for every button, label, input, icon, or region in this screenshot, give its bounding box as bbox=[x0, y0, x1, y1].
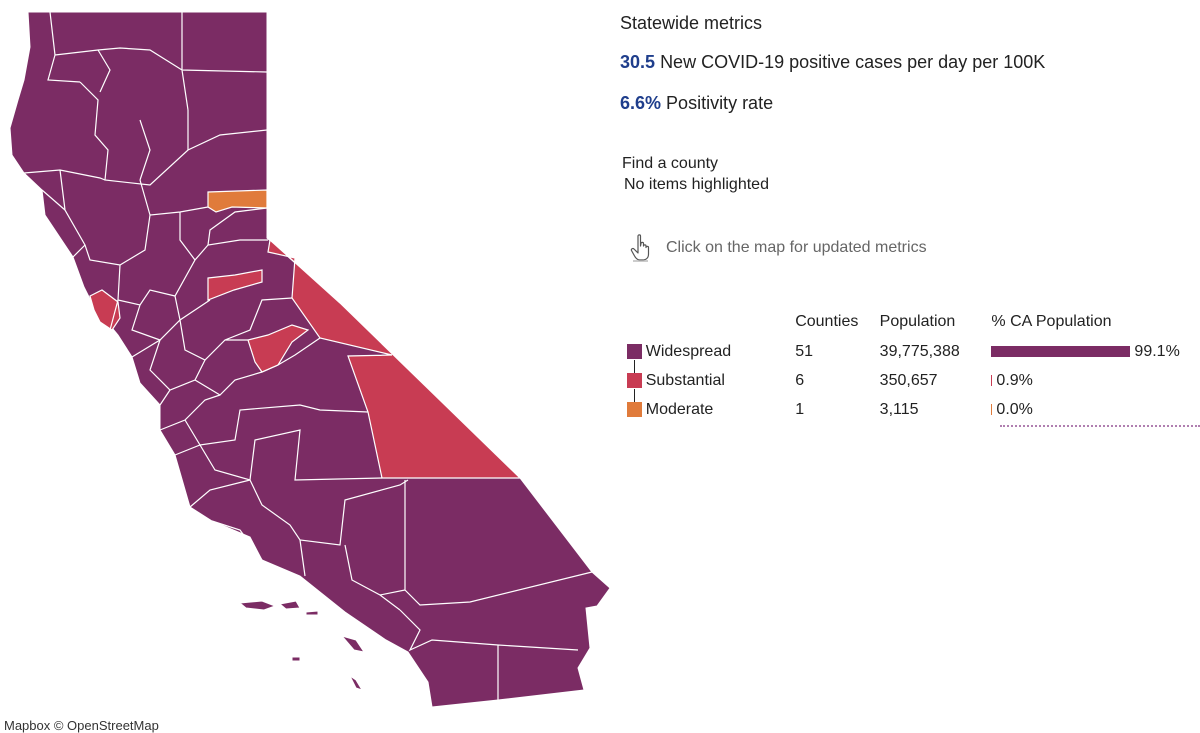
metrics-panel: Statewide metrics 30.5 New COVID-19 posi… bbox=[620, 0, 1200, 729]
legend-row-widespread[interactable]: Widespread 51 39,775,388 99.1% bbox=[620, 337, 1200, 373]
pct-bar bbox=[991, 404, 993, 415]
island-santa-catalina[interactable] bbox=[340, 635, 366, 653]
county-alpine[interactable] bbox=[207, 269, 263, 301]
county-mariposa[interactable] bbox=[247, 324, 310, 373]
island-san-clemente[interactable] bbox=[348, 674, 364, 691]
cases-label: New COVID-19 positive cases per day per … bbox=[660, 52, 1046, 72]
map-hint: Click on the map for updated metrics bbox=[630, 233, 927, 263]
counties-header: Counties bbox=[795, 313, 859, 330]
county-map-svg[interactable] bbox=[0, 0, 620, 729]
tier-population: 3,115 bbox=[879, 400, 919, 418]
statewide-metrics-title: Statewide metrics bbox=[620, 13, 763, 33]
highlight-status: No items highlighted bbox=[624, 176, 769, 193]
island-san-nicolas[interactable] bbox=[291, 656, 301, 662]
tier-name: Widespread bbox=[645, 342, 732, 360]
legend-header-row: Counties Population % CA Population bbox=[620, 313, 1200, 337]
hand-pointer-icon bbox=[630, 234, 650, 262]
tier-population: 350,657 bbox=[879, 371, 938, 389]
pct-bar bbox=[991, 375, 993, 386]
legend-divider bbox=[1000, 425, 1200, 427]
state-outline[interactable] bbox=[9, 11, 611, 708]
legend-row-moderate[interactable]: Moderate 1 3,115 0.0% bbox=[620, 395, 1200, 424]
tier-population: 39,775,388 bbox=[879, 342, 960, 360]
substantial-swatch bbox=[627, 373, 642, 402]
island-santa-rosa[interactable] bbox=[278, 600, 301, 610]
population-header: Population bbox=[879, 313, 956, 330]
legend-row-substantial[interactable]: Substantial 6 350,657 0.9% bbox=[620, 366, 1200, 402]
cases-metric: 30.5 New COVID-19 positive cases per day… bbox=[620, 52, 1045, 73]
tier-county-count: 51 bbox=[795, 342, 813, 360]
tier-county-count: 1 bbox=[795, 400, 805, 418]
county-mono-inyo[interactable] bbox=[267, 238, 522, 479]
tier-name: Moderate bbox=[645, 400, 714, 418]
pct-population-header: % CA Population bbox=[991, 313, 1112, 330]
island-anacapa[interactable] bbox=[305, 610, 319, 616]
positivity-value: 6.6% bbox=[620, 93, 662, 113]
positivity-metric: 6.6% Positivity rate bbox=[620, 93, 773, 114]
island-santa-cruz[interactable] bbox=[238, 600, 277, 611]
tier-legend-table: Counties Population % CA Population Wide… bbox=[620, 313, 1200, 424]
map-attribution[interactable]: Mapbox © OpenStreetMap bbox=[0, 718, 165, 733]
widespread-swatch bbox=[627, 344, 642, 373]
pct-label: 99.1% bbox=[1134, 342, 1180, 360]
find-county-label[interactable]: Find a county bbox=[622, 155, 719, 172]
pct-label: 0.0% bbox=[996, 400, 1033, 418]
county-borders bbox=[23, 11, 593, 700]
tier-name: Substantial bbox=[645, 371, 725, 389]
tier-county-count: 6 bbox=[795, 371, 805, 389]
moderate-swatch bbox=[627, 402, 642, 417]
cases-value: 30.5 bbox=[620, 52, 656, 72]
map-hint-text: Click on the map for updated metrics bbox=[666, 239, 927, 256]
positivity-label: Positivity rate bbox=[666, 93, 774, 113]
pct-bar bbox=[991, 346, 1131, 357]
pct-label: 0.9% bbox=[996, 371, 1033, 389]
